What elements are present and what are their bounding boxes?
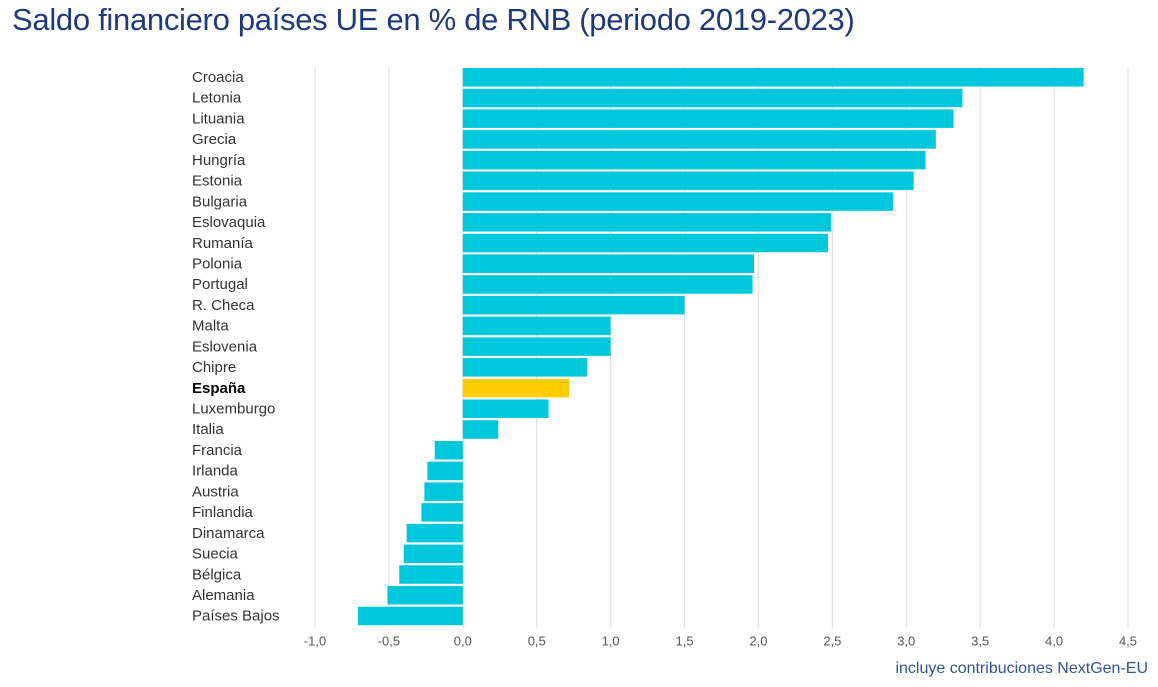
x-tick-label: 1,0 xyxy=(602,633,620,648)
category-label: Hungría xyxy=(192,152,246,169)
bar-lituania xyxy=(462,109,954,128)
category-label: Croacia xyxy=(192,69,244,86)
category-label: Francia xyxy=(192,442,243,459)
category-label: Bulgaria xyxy=(192,193,248,210)
x-tick-label: 2,0 xyxy=(749,633,767,648)
x-tick-label: -0,5 xyxy=(378,633,400,648)
x-tick-label: 3,0 xyxy=(897,633,915,648)
category-label: Eslovenia xyxy=(192,338,258,355)
x-tick-label: 4,0 xyxy=(1045,633,1063,648)
bar-portugal xyxy=(462,275,753,294)
category-label: Países Bajos xyxy=(192,608,280,625)
category-label: Suecia xyxy=(192,546,239,563)
bar-francia xyxy=(434,440,463,460)
bar-eslovaquia xyxy=(462,213,831,232)
x-tick-label: 2,5 xyxy=(823,633,841,648)
category-label: Finlandia xyxy=(192,504,254,521)
bar-rumanía xyxy=(462,233,828,253)
category-labels: Croacia Letonia Lituania Grecia Hungría Eston… xyxy=(192,69,280,625)
category-label: Alemania xyxy=(192,587,255,604)
x-tick-label: 4,5 xyxy=(1119,633,1137,648)
category-label: Bélgica xyxy=(192,566,242,583)
category-label: Dinamarca xyxy=(192,525,265,542)
category-label: Chipre xyxy=(192,359,236,376)
bar-malta xyxy=(462,316,611,336)
bar-países-bajos xyxy=(357,606,463,626)
bar-hungría xyxy=(462,150,926,170)
bar-italia xyxy=(462,420,499,439)
bar-grecia xyxy=(462,130,936,149)
bar-suecia xyxy=(403,544,463,564)
bar-bulgaria xyxy=(462,192,893,211)
category-label: Grecia xyxy=(192,131,237,148)
bar-chipre xyxy=(462,358,587,377)
bar-letonia xyxy=(462,88,963,108)
bar-polonia xyxy=(462,254,755,273)
category-label: Lituania xyxy=(192,110,245,127)
category-label: España xyxy=(192,380,246,397)
category-label: Austria xyxy=(192,483,239,500)
bar-austria xyxy=(424,482,463,501)
bar-estonia xyxy=(462,171,914,191)
bar-bélgica xyxy=(399,565,463,584)
footnote: incluye contribuciones NextGen-EU xyxy=(895,660,1148,677)
x-tick-label: -1,0 xyxy=(304,633,326,648)
bar-eslovenia xyxy=(462,337,611,356)
x-tick-label: 0,0 xyxy=(454,633,472,648)
category-label: Luxemburgo xyxy=(192,401,275,418)
category-label: Estonia xyxy=(192,173,243,190)
x-tick-label: 3,5 xyxy=(971,633,989,648)
category-label: R. Checa xyxy=(192,297,255,314)
bar-dinamarca xyxy=(406,523,463,543)
x-tick-label: 0,5 xyxy=(528,633,546,648)
bar-irlanda xyxy=(427,461,463,481)
category-label: Letonia xyxy=(192,90,242,107)
bar-luxemburgo xyxy=(462,399,549,419)
chart-title: Saldo financiero países UE en % de RNB (… xyxy=(12,2,855,37)
bar-españa xyxy=(462,378,570,398)
category-label: Eslovaquia xyxy=(192,214,266,231)
bar-croacia xyxy=(462,68,1084,87)
category-label: Italia xyxy=(192,421,224,438)
category-label: Malta xyxy=(192,318,229,335)
x-tick-label: 1,5 xyxy=(676,633,694,648)
category-label: Portugal xyxy=(192,276,248,293)
x-axis-ticks: -1,0 -0,5 0,0 0,5 1,0 1,5 2,0 2,5 3,0 3,5 4,0 4,5 xyxy=(304,633,1137,648)
bar-r-checa xyxy=(462,295,685,315)
bar-finlandia xyxy=(421,503,463,522)
bars xyxy=(357,68,1084,626)
bar-alemania xyxy=(387,586,463,605)
category-label: Irlanda xyxy=(192,463,239,480)
category-label: Polonia xyxy=(192,255,243,272)
category-label: Rumanía xyxy=(192,235,254,252)
